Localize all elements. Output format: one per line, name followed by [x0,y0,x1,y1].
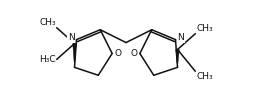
Text: N: N [68,33,74,42]
Polygon shape [176,50,179,67]
Text: CH₃: CH₃ [39,18,56,27]
Text: O: O [131,49,138,58]
Text: O: O [114,49,121,58]
Text: N: N [178,33,184,42]
Text: CH₃: CH₃ [196,24,213,33]
Text: H₃C: H₃C [39,55,56,64]
Polygon shape [73,44,76,67]
Text: CH₃: CH₃ [196,72,213,81]
